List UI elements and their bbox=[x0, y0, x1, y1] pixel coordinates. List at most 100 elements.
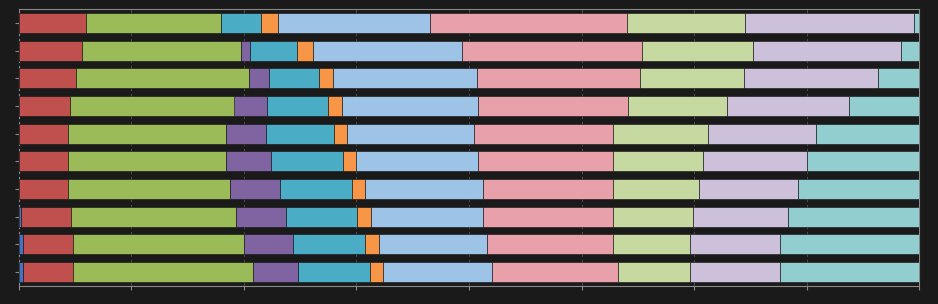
Bar bbox=[68, 179, 231, 199]
Bar bbox=[261, 13, 278, 33]
Bar bbox=[617, 262, 689, 282]
Bar bbox=[878, 68, 919, 88]
Bar bbox=[807, 151, 919, 171]
Bar bbox=[250, 41, 297, 60]
Bar bbox=[19, 234, 23, 254]
Bar bbox=[313, 41, 461, 60]
Bar bbox=[19, 179, 68, 199]
Bar bbox=[334, 124, 347, 143]
Bar bbox=[689, 234, 779, 254]
Bar bbox=[797, 179, 919, 199]
Bar bbox=[641, 68, 744, 88]
Bar bbox=[19, 13, 86, 33]
Bar bbox=[319, 68, 333, 88]
Bar bbox=[356, 151, 478, 171]
Bar bbox=[76, 68, 250, 88]
Bar bbox=[613, 124, 707, 143]
Bar bbox=[613, 207, 693, 226]
Bar bbox=[226, 151, 271, 171]
Bar bbox=[19, 68, 76, 88]
Bar bbox=[83, 41, 241, 60]
Bar bbox=[271, 151, 343, 171]
Bar bbox=[699, 179, 797, 199]
Bar bbox=[642, 41, 753, 60]
Bar bbox=[19, 207, 22, 226]
Bar bbox=[280, 179, 352, 199]
Bar bbox=[483, 207, 613, 226]
Bar bbox=[23, 262, 73, 282]
Bar bbox=[628, 96, 727, 116]
Bar bbox=[727, 96, 849, 116]
Bar bbox=[849, 96, 919, 116]
Bar bbox=[753, 41, 901, 60]
Bar bbox=[482, 179, 613, 199]
Bar bbox=[269, 68, 319, 88]
Bar bbox=[379, 234, 487, 254]
Bar bbox=[68, 124, 226, 143]
Bar bbox=[477, 68, 641, 88]
Bar bbox=[352, 179, 366, 199]
Bar bbox=[19, 96, 70, 116]
Bar bbox=[347, 124, 474, 143]
Bar bbox=[788, 207, 919, 226]
Bar bbox=[901, 41, 919, 60]
Bar bbox=[779, 262, 919, 282]
Bar bbox=[231, 179, 280, 199]
Bar bbox=[627, 13, 745, 33]
Bar bbox=[779, 234, 919, 254]
Bar bbox=[234, 96, 267, 116]
Bar bbox=[297, 41, 313, 60]
Bar bbox=[613, 179, 699, 199]
Bar bbox=[294, 234, 366, 254]
Bar bbox=[478, 96, 628, 116]
Bar bbox=[613, 234, 689, 254]
Bar bbox=[298, 262, 370, 282]
Bar bbox=[744, 68, 878, 88]
Bar bbox=[267, 96, 328, 116]
Bar bbox=[333, 68, 477, 88]
Bar bbox=[384, 262, 492, 282]
Bar bbox=[73, 234, 244, 254]
Bar bbox=[478, 151, 613, 171]
Bar bbox=[487, 234, 613, 254]
Bar bbox=[244, 234, 294, 254]
Bar bbox=[19, 151, 68, 171]
Bar bbox=[70, 207, 236, 226]
Bar bbox=[689, 262, 779, 282]
Bar bbox=[492, 262, 617, 282]
Bar bbox=[816, 124, 919, 143]
Bar bbox=[342, 96, 478, 116]
Bar bbox=[250, 68, 269, 88]
Bar bbox=[236, 207, 286, 226]
Bar bbox=[221, 13, 261, 33]
Bar bbox=[22, 207, 70, 226]
Bar bbox=[286, 207, 357, 226]
Bar bbox=[430, 13, 627, 33]
Bar bbox=[474, 124, 613, 143]
Bar bbox=[253, 262, 298, 282]
Bar bbox=[693, 207, 788, 226]
Bar bbox=[226, 124, 266, 143]
Bar bbox=[707, 124, 816, 143]
Bar bbox=[461, 41, 642, 60]
Bar bbox=[241, 41, 250, 60]
Bar bbox=[86, 13, 221, 33]
Bar bbox=[704, 151, 807, 171]
Bar bbox=[278, 13, 430, 33]
Bar bbox=[19, 262, 23, 282]
Bar bbox=[19, 124, 68, 143]
Bar bbox=[371, 207, 483, 226]
Bar bbox=[366, 234, 379, 254]
Bar bbox=[343, 151, 356, 171]
Bar bbox=[613, 151, 704, 171]
Bar bbox=[68, 151, 226, 171]
Bar bbox=[357, 207, 371, 226]
Bar bbox=[745, 13, 914, 33]
Bar bbox=[23, 234, 73, 254]
Bar bbox=[19, 41, 83, 60]
Bar bbox=[914, 13, 919, 33]
Bar bbox=[266, 124, 334, 143]
Bar bbox=[73, 262, 253, 282]
Bar bbox=[328, 96, 342, 116]
Bar bbox=[70, 96, 234, 116]
